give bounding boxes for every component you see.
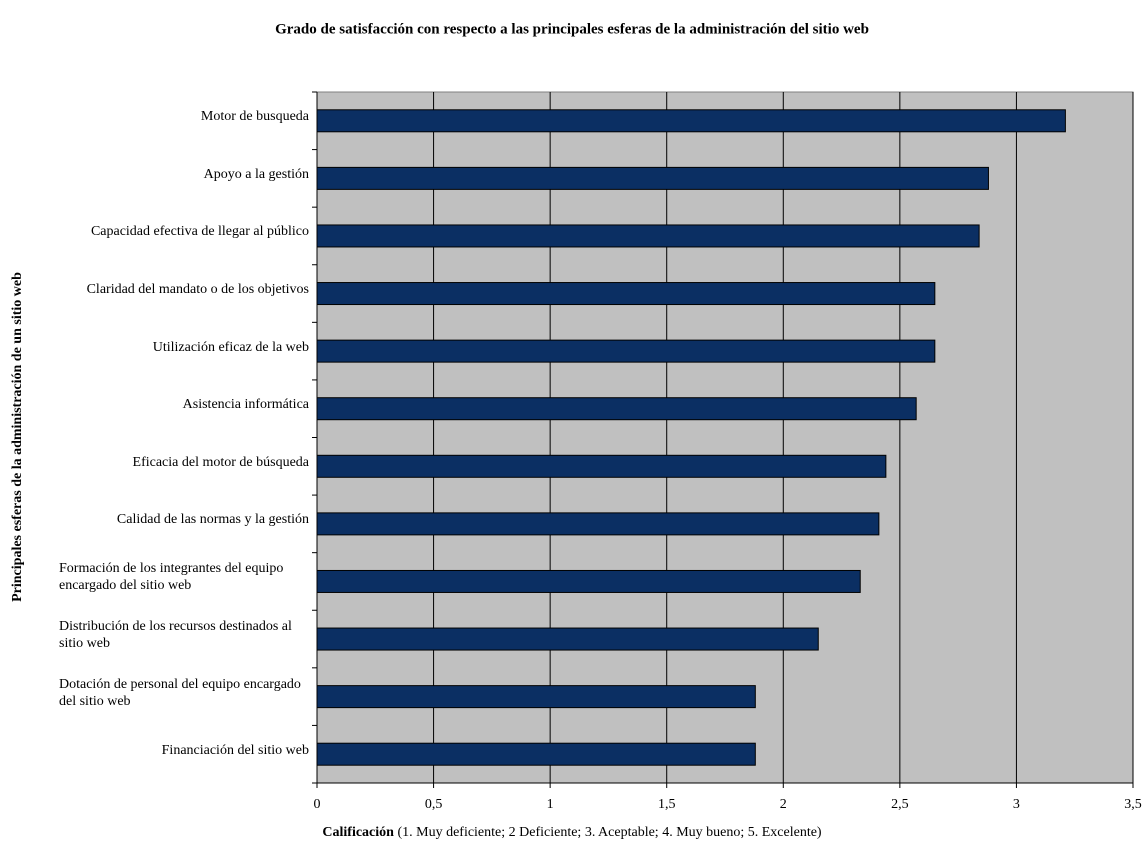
x-tick-label: 3 — [1013, 797, 1020, 812]
x-tick-label: 0,5 — [425, 797, 443, 812]
y-tick-label-text: Apoyo a la gestión — [203, 166, 309, 182]
bar — [316, 627, 819, 651]
bar — [316, 454, 887, 478]
chart-title: Grado de satisfacción con respecto a las… — [275, 21, 869, 37]
x-axis-label-text: (1. Muy deficiente; 2 Deficiente; 3. Ace… — [394, 825, 822, 840]
plot-area — [316, 91, 1134, 784]
x-tick-label: 1,5 — [658, 797, 676, 812]
bar — [316, 397, 917, 421]
y-tick-label: Financiación del sitio web — [59, 730, 309, 770]
x-axis-label-bold: Calificación — [322, 825, 394, 840]
y-tick-label-text: Asistencia informática — [182, 397, 309, 413]
bar — [316, 512, 880, 536]
y-tick-label: Utilización eficaz de la web — [59, 327, 309, 367]
bar — [316, 339, 936, 363]
bar — [316, 109, 1066, 133]
y-tick-label-text: Financiación del sitio web — [161, 742, 309, 758]
y-tick-label: Eficacia del motor de búsqueda — [59, 442, 309, 482]
x-tick-label: 2 — [780, 797, 787, 812]
y-tick-label: Calidad de las normas y la gestión — [59, 500, 309, 540]
y-tick-label: Capacidad efectiva de llegar al público — [59, 212, 309, 252]
y-tick-label-text: Claridad del mandato o de los objetivos — [86, 282, 309, 298]
bar — [316, 569, 861, 593]
x-tick-label: 1 — [547, 797, 554, 812]
bar — [316, 742, 756, 766]
y-tick-label-text: Formación de los integrantes del equipo … — [59, 561, 284, 594]
bar — [316, 282, 936, 306]
y-tick-label: Apoyo a la gestión — [59, 154, 309, 194]
y-tick-label: Formación de los integrantes del equipo … — [59, 557, 309, 597]
y-tick-label: Dotación de personal del equipo encargad… — [59, 673, 309, 713]
x-axis-label: Calificación (1. Muy deficiente; 2 Defic… — [322, 825, 822, 840]
x-tick-label: 0 — [314, 797, 321, 812]
y-tick-label-text: Capacidad efectiva de llegar al público — [90, 224, 309, 240]
bar — [316, 224, 980, 248]
y-tick-label-text: Distribución de los recursos destinados … — [59, 619, 292, 652]
bar — [316, 685, 756, 709]
y-axis-label: Principales esferas de la administración… — [10, 272, 25, 602]
y-tick-label-text: Calidad de las normas y la gestión — [116, 512, 309, 528]
y-tick-label: Claridad del mandato o de los objetivos — [59, 270, 309, 310]
bar — [316, 166, 989, 190]
y-tick-label-text: Motor de busqueda — [200, 109, 309, 125]
y-tick-label: Asistencia informática — [59, 385, 309, 425]
x-tick-label: 2,5 — [891, 797, 909, 812]
y-tick-label: Motor de busqueda — [59, 97, 309, 137]
x-tick-label: 3,5 — [1124, 797, 1142, 812]
y-tick-label-text: Eficacia del motor de búsqueda — [132, 454, 309, 470]
y-tick-label-text: Utilización eficaz de la web — [152, 339, 309, 355]
y-tick-label: Distribución de los recursos destinados … — [59, 615, 309, 655]
y-tick-label-text: Dotación de personal del equipo encargad… — [59, 676, 301, 709]
